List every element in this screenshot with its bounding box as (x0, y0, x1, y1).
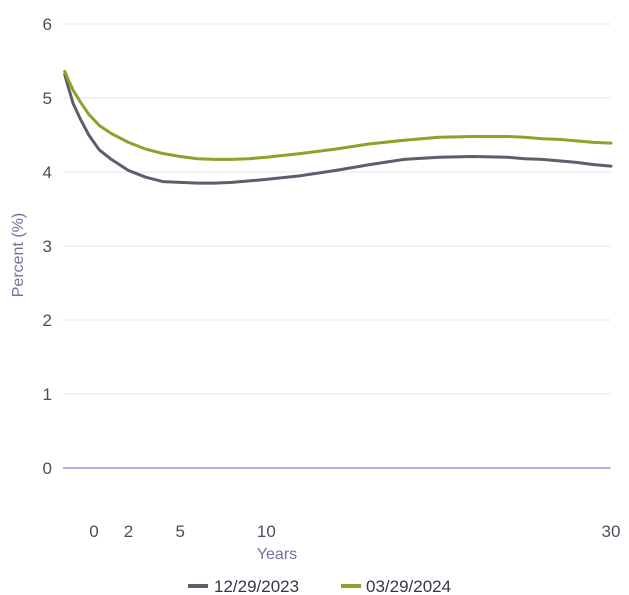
y-tick-labels: 0 1 2 3 4 5 6 (43, 15, 52, 478)
y-tick-label-0: 0 (43, 459, 52, 478)
y-tick-label-3: 3 (43, 237, 52, 256)
x-tick-label-5: 5 (175, 522, 184, 541)
x-tick-labels: 0 2 5 10 30 (89, 522, 620, 541)
legend-label-1: 12/29/2023 (214, 577, 299, 595)
y-tick-label-4: 4 (43, 163, 52, 182)
y-axis-title: Percent (%) (10, 213, 27, 297)
legend-label-2: 03/29/2024 (366, 577, 451, 595)
y-tick-label-2: 2 (43, 311, 52, 330)
x-tick-label-10: 10 (257, 522, 276, 541)
x-tick-label-0: 0 (89, 522, 98, 541)
y-tick-label-5: 5 (43, 89, 52, 108)
series-lines (63, 69, 613, 185)
y-tick-label-1: 1 (43, 385, 52, 404)
x-tick-label-30: 30 (602, 522, 621, 541)
legend: 12/29/2023 03/29/2024 (188, 577, 451, 595)
x-axis-title: Years (257, 546, 297, 563)
gridlines (63, 23, 611, 469)
series-line-2 (63, 69, 613, 161)
series-line-1 (63, 72, 613, 185)
x-tick-label-2: 2 (124, 522, 133, 541)
y-tick-label-6: 6 (43, 15, 52, 34)
